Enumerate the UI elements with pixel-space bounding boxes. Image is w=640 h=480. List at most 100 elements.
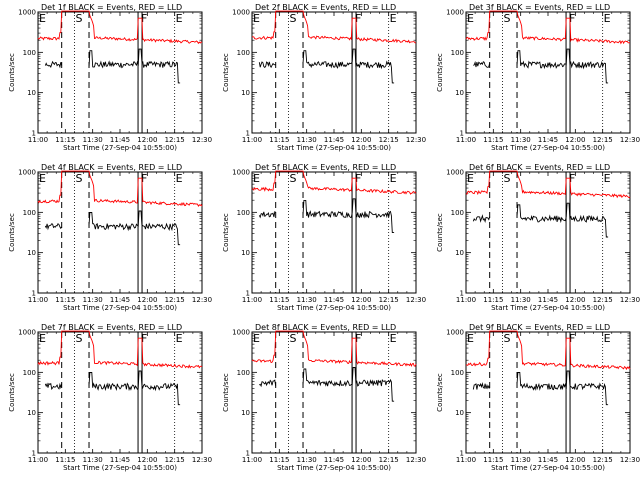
x-axis-label: Start Time (27-Sep-04 10:55:00) bbox=[63, 304, 177, 312]
y-axis-label: Counts/sec bbox=[222, 53, 230, 92]
marker-label: E bbox=[176, 12, 183, 25]
y-tick-label: 10 bbox=[241, 409, 250, 417]
marker-label: F bbox=[141, 12, 147, 25]
series-events-line bbox=[472, 370, 609, 406]
marker-label: S bbox=[503, 172, 510, 185]
series-lld-line bbox=[37, 170, 203, 207]
y-tick-label: 1 bbox=[32, 130, 36, 138]
marker-label: E bbox=[253, 12, 260, 25]
plot-frame bbox=[251, 171, 417, 294]
panel-4: Det 4f BLACK = Events, RED = LLD 1 10 100 10… bbox=[8, 163, 212, 312]
y-axis-label: Counts/sec bbox=[222, 213, 230, 252]
panel-title: Det 7f BLACK = Events, RED = LLD bbox=[41, 323, 182, 332]
y-tick-label: 10 bbox=[27, 249, 36, 257]
x-tick-label: 11:45 bbox=[538, 456, 558, 464]
marker-label: F bbox=[355, 12, 361, 25]
y-tick-label: 100 bbox=[451, 49, 464, 57]
marker-label: E bbox=[467, 172, 474, 185]
panel-5: Det 5f BLACK = Events, RED = LLD 1 10 100 10… bbox=[222, 163, 426, 312]
marker-label: E bbox=[176, 172, 183, 185]
series-events-line bbox=[472, 202, 609, 238]
y-tick-label: 10 bbox=[455, 249, 464, 257]
marker-label: E bbox=[176, 332, 183, 345]
x-tick-label: 12:15 bbox=[593, 456, 613, 464]
y-tick-label: 100 bbox=[23, 209, 36, 217]
panel-title: Det 2f BLACK = Events, RED = LLD bbox=[255, 3, 396, 12]
y-tick-label: 1000 bbox=[18, 329, 36, 337]
x-tick-label: 11:30 bbox=[511, 136, 531, 144]
series-events-line bbox=[258, 198, 395, 234]
series-events-line bbox=[44, 370, 181, 406]
marker-label: S bbox=[289, 12, 296, 25]
series-lld-line bbox=[465, 10, 631, 45]
x-tick-label: 12:30 bbox=[620, 456, 640, 464]
y-tick-label: 10 bbox=[27, 89, 36, 97]
series-events-line bbox=[258, 48, 395, 84]
series-events-line bbox=[44, 210, 181, 246]
x-tick-label: 11:15 bbox=[269, 136, 289, 144]
panel-2: Det 2f BLACK = Events, RED = LLD 1 10 100 10… bbox=[222, 3, 426, 152]
series-lld-line bbox=[251, 10, 417, 44]
y-tick-label: 1000 bbox=[446, 169, 464, 177]
x-tick-label: 11:00 bbox=[456, 296, 476, 304]
y-tick-label: 100 bbox=[237, 209, 250, 217]
marker-label: F bbox=[355, 172, 361, 185]
series-lld-line bbox=[465, 170, 631, 199]
marker-label: F bbox=[141, 172, 147, 185]
x-tick-label: 11:00 bbox=[28, 296, 48, 304]
panel-title: Det 4f BLACK = Events, RED = LLD bbox=[41, 163, 182, 172]
panel-1: Det 1f BLACK = Events, RED = LLD 1 10 100 10… bbox=[8, 3, 212, 152]
y-tick-label: 1000 bbox=[232, 9, 250, 17]
marker-label: E bbox=[390, 172, 397, 185]
x-tick-label: 11:45 bbox=[110, 456, 130, 464]
panel-title: Det 8f BLACK = Events, RED = LLD bbox=[255, 323, 396, 332]
x-axis-label: Start Time (27-Sep-04 10:55:00) bbox=[277, 144, 391, 152]
x-tick-label: 12:15 bbox=[593, 136, 613, 144]
y-axis-label: Counts/sec bbox=[8, 53, 16, 92]
x-tick-label: 11:30 bbox=[297, 296, 317, 304]
x-tick-label: 11:45 bbox=[324, 456, 344, 464]
marker-label: S bbox=[503, 12, 510, 25]
y-tick-label: 10 bbox=[241, 249, 250, 257]
x-tick-label: 11:30 bbox=[83, 136, 103, 144]
marker-label: F bbox=[569, 172, 575, 185]
series-lld-line bbox=[465, 330, 631, 371]
plot-frame bbox=[251, 331, 417, 454]
series-lld-line bbox=[251, 170, 417, 195]
series-events-line bbox=[44, 48, 181, 84]
x-tick-label: 11:00 bbox=[242, 296, 262, 304]
x-axis-label: Start Time (27-Sep-04 10:55:00) bbox=[491, 144, 605, 152]
series-events-line bbox=[259, 367, 395, 402]
series-lld-line bbox=[251, 330, 417, 368]
x-tick-label: 11:30 bbox=[511, 456, 531, 464]
panel-title: Det 5f BLACK = Events, RED = LLD bbox=[255, 163, 396, 172]
marker-label: F bbox=[355, 332, 361, 345]
y-axis-label: Counts/sec bbox=[8, 213, 16, 252]
marker-label: F bbox=[569, 332, 575, 345]
marker-label: S bbox=[75, 12, 82, 25]
marker-label: E bbox=[390, 332, 397, 345]
x-tick-label: 11:30 bbox=[297, 136, 317, 144]
x-tick-label: 12:15 bbox=[379, 136, 399, 144]
panel-3: Det 3f BLACK = Events, RED = LLD 1 10 100 10… bbox=[436, 3, 640, 152]
marker-label: F bbox=[569, 12, 575, 25]
y-tick-label: 1 bbox=[32, 290, 36, 298]
x-tick-label: 12:30 bbox=[192, 136, 212, 144]
x-tick-label: 11:00 bbox=[242, 136, 262, 144]
x-tick-label: 11:00 bbox=[456, 456, 476, 464]
x-tick-label: 11:30 bbox=[297, 456, 317, 464]
marker-label: E bbox=[604, 12, 611, 25]
x-tick-label: 12:00 bbox=[137, 136, 157, 144]
y-tick-label: 10 bbox=[455, 409, 464, 417]
x-tick-label: 11:15 bbox=[483, 136, 503, 144]
marker-label: S bbox=[503, 332, 510, 345]
x-tick-label: 12:15 bbox=[165, 136, 185, 144]
x-tick-label: 12:30 bbox=[620, 296, 640, 304]
marker-label: S bbox=[75, 172, 82, 185]
panel-9: Det 9f BLACK = Events, RED = LLD 1 10 100 10… bbox=[436, 323, 640, 472]
x-tick-label: 12:15 bbox=[165, 296, 185, 304]
marker-label: E bbox=[39, 332, 46, 345]
y-axis-label: Counts/sec bbox=[436, 53, 444, 92]
x-tick-label: 11:00 bbox=[242, 456, 262, 464]
